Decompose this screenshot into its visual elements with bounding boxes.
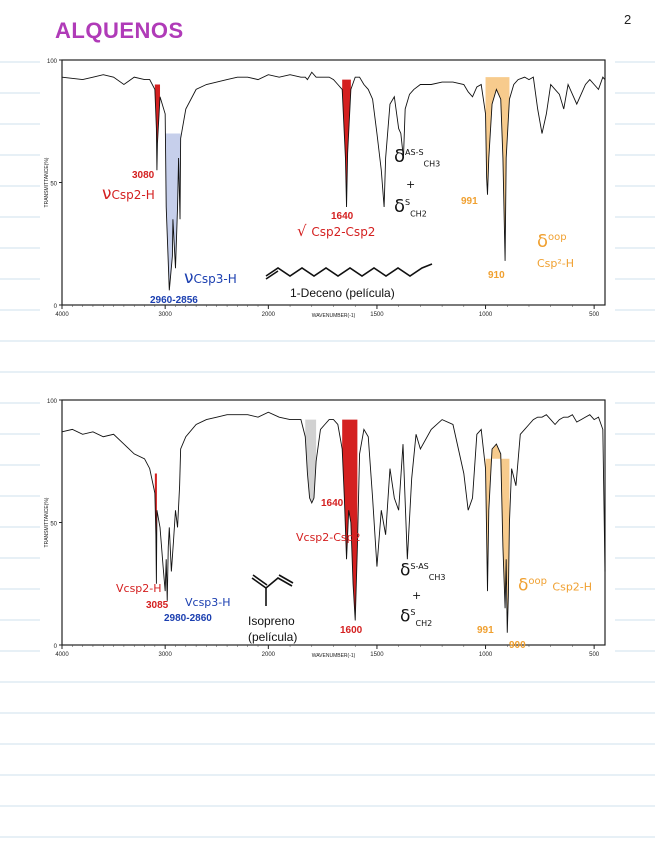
ir-spectrum-1-deceno: 0 50 100 4000 3000 2000 1500 1000 500 WAVENUMBER(… xyxy=(40,48,615,328)
x-tick-label: 1000 xyxy=(479,312,493,318)
x-tick-label: 1500 xyxy=(370,312,384,318)
x-tick-label: 2000 xyxy=(262,652,276,658)
label-3080: 3080 xyxy=(132,170,155,181)
label-delta-oop: δoop Csp2-H xyxy=(518,573,592,597)
label-csp2-csp2: √ Csp2-Csp2 xyxy=(297,222,375,240)
ir-spectrum-2-isopreno: 0 50 100 4000 3000 2000 1500 1000 500 WAVENUMBER(… xyxy=(40,388,615,668)
plus-text: + xyxy=(412,589,422,603)
y-tick-label: 100 xyxy=(47,399,58,405)
plot-frame xyxy=(61,59,606,306)
x-tick-label: 1500 xyxy=(370,652,384,658)
x-tick-label: 2000 xyxy=(262,312,276,318)
y-tick-label: 0 xyxy=(54,304,58,310)
oop-text: oop xyxy=(548,232,567,243)
label-1640: 1640 xyxy=(321,498,344,509)
label-vcsp2-csp2: Vcsp2-Csp2 xyxy=(296,531,361,544)
label-991: 991 xyxy=(477,625,494,636)
fill-oop xyxy=(485,444,510,633)
delta-symbol: δ xyxy=(394,146,406,167)
label-vcsp3-h: Vcsp3-H xyxy=(185,596,231,609)
fill-overtone xyxy=(305,419,317,503)
as-s-text: AS-S xyxy=(405,148,424,157)
label-910: 910 xyxy=(488,270,505,281)
spectrum-line xyxy=(61,411,606,633)
x-tick-label: 3000 xyxy=(158,652,172,658)
double-bond xyxy=(252,574,268,586)
spectrum-plot-2: 0 50 100 4000 3000 2000 1500 1000 500 WAVENUMBER(… xyxy=(44,399,606,659)
label-nu-csp2-h: νCsp2-H xyxy=(102,184,155,204)
compound-name-isopreno: Isopreno xyxy=(248,614,295,628)
ch2-text: CH2 xyxy=(410,209,427,219)
x-tick-label: 4000 xyxy=(55,652,69,658)
label-vcsp2-h: Vcsp2-H xyxy=(116,582,162,595)
compound-name-deceno: 1-Deceno (película) xyxy=(290,286,395,300)
x-tick-label: 4000 xyxy=(55,312,69,318)
spectrum-plot-1: 0 50 100 4000 3000 2000 1500 1000 500 WAVENUMBER(… xyxy=(44,59,606,319)
label-delta-ch3-ch2: δS-ASCH3 + δSCH2 xyxy=(400,558,445,632)
spectrum-line xyxy=(61,71,606,291)
deceno-structure xyxy=(265,263,433,277)
plus-text: + xyxy=(406,177,416,191)
label-delta-ch3-ch2: δAS-SCH3 + δSCH2 xyxy=(394,144,440,223)
y-tick-label: 100 xyxy=(47,59,58,65)
y-tick-label: 50 xyxy=(50,522,57,528)
ch3-text: CH3 xyxy=(428,573,446,583)
label-3085: 3085 xyxy=(146,600,169,611)
nu-symbol: ν xyxy=(184,268,194,288)
fill-oop xyxy=(485,77,510,261)
plot-frame xyxy=(61,399,606,646)
fill-csp3-h xyxy=(165,113,181,291)
label-991: 991 xyxy=(461,196,478,207)
label-1600: 1600 xyxy=(340,625,363,636)
x-axis-label: WAVENUMBER(-1) xyxy=(312,653,356,659)
y-axis-label: TRANSMITTANCE(%) xyxy=(44,497,50,547)
csp2-h-text: Csp2-H xyxy=(552,580,593,594)
double-bond xyxy=(265,270,279,280)
label-nu-csp3-h: νCsp3-H xyxy=(184,268,237,288)
x-tick-label: 500 xyxy=(589,652,600,658)
csp2-h-text: Csp2-H xyxy=(111,188,155,202)
delta-symbol: δ xyxy=(400,606,411,627)
isopreno-structure xyxy=(251,577,293,590)
y-tick-label: 0 xyxy=(54,644,58,650)
csp3-h-text: Csp3-H xyxy=(193,272,237,286)
check-symbol: √ xyxy=(297,222,307,240)
page-title: ALQUENOS xyxy=(55,18,184,43)
x-tick-label: 500 xyxy=(589,312,600,318)
page-number: 2 xyxy=(624,12,632,27)
nu-symbol: ν xyxy=(102,184,112,204)
delta-symbol: δ xyxy=(537,231,549,252)
label-2960-2856: 2960-2856 xyxy=(150,295,198,306)
label-delta-oop: δoop Csp²-H xyxy=(537,228,574,274)
compound-state: (película) xyxy=(248,630,298,644)
s-as-text: S-AS xyxy=(410,562,429,571)
delta-symbol: δ xyxy=(394,195,406,217)
x-axis-label: WAVENUMBER(-1) xyxy=(312,313,356,319)
oop-text: oop xyxy=(528,576,547,587)
s-text: S xyxy=(410,608,416,618)
y-tick-label: 50 xyxy=(50,182,57,188)
label-2980-2860: 2980-2860 xyxy=(164,613,212,624)
csp2-h-text: Csp²-H xyxy=(537,257,575,270)
y-axis-label: TRANSMITTANCE(%) xyxy=(44,157,50,207)
fill-c-c xyxy=(342,79,351,207)
s-text: S xyxy=(405,197,411,207)
fill-c-c xyxy=(342,419,358,621)
x-tick-label: 1000 xyxy=(479,652,493,658)
delta-symbol: δ xyxy=(518,575,529,596)
label-1640: 1640 xyxy=(331,211,354,222)
double-bond xyxy=(278,574,294,584)
ch2-text: CH2 xyxy=(415,619,433,629)
label-900: 900 xyxy=(509,640,526,651)
x-tick-label: 3000 xyxy=(158,312,172,318)
delta-symbol: δ xyxy=(400,560,411,581)
csp2-csp2-text: Csp2-Csp2 xyxy=(311,225,376,239)
ch3-text: CH3 xyxy=(423,159,441,169)
fill-csp2-h xyxy=(154,84,161,171)
